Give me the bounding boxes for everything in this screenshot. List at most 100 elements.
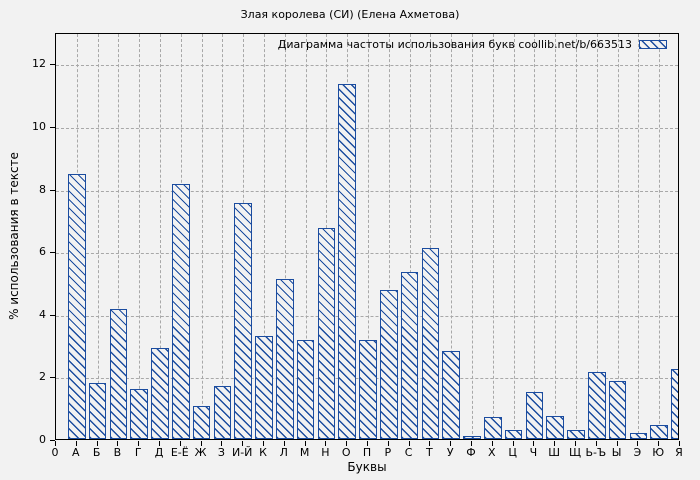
x-tick-mark	[325, 441, 327, 446]
v-gridline	[659, 34, 661, 439]
x-tick-label-Ю: Ю	[652, 446, 665, 459]
h-gridline-6	[56, 253, 678, 255]
legend-swatch	[639, 40, 667, 49]
x-tick-label-Ш: Ш	[548, 446, 561, 459]
x-tick-label-Д: Д	[154, 446, 164, 459]
x-axis-label: Буквы	[347, 460, 387, 474]
x-tick-mark	[221, 441, 223, 446]
x-tick-label-А: А	[72, 446, 80, 459]
x-tick-label-О: О	[341, 446, 351, 459]
bar-Ш	[546, 415, 564, 439]
x-tick-label-Я: Я	[675, 446, 683, 459]
bar-Т	[421, 248, 440, 439]
bar-Ь-Ъ	[588, 371, 606, 439]
x-tick-mark	[450, 441, 452, 446]
v-gridline	[596, 34, 598, 439]
bar-Ж	[192, 406, 211, 439]
x-tick-mark	[658, 441, 660, 446]
x-tick-label-Р: Р	[384, 446, 392, 459]
v-gridline	[201, 34, 203, 439]
v-gridline	[638, 34, 640, 439]
bar-С	[400, 271, 419, 439]
x-tick-label-Е-Ё: Е-Ё	[170, 446, 189, 459]
v-gridline	[617, 34, 619, 439]
x-tick-label-Ж: Ж	[194, 446, 207, 459]
h-gridline-12	[56, 65, 678, 67]
x-tick-mark	[616, 441, 618, 446]
x-tick-mark	[512, 441, 514, 446]
x-tick-label-И-Й: И-Й	[231, 446, 253, 459]
y-tick-label-10: 10	[32, 119, 46, 133]
v-gridline	[513, 34, 515, 439]
bar-Ы	[608, 381, 627, 439]
x-tick-label-З: З	[217, 446, 225, 459]
x-tick-mark	[408, 441, 410, 446]
y-tick-mark	[50, 252, 55, 254]
x-tick-label-0: 0	[51, 446, 59, 459]
y-tick-label-0: 0	[39, 433, 46, 446]
x-tick-label-П: П	[362, 446, 372, 459]
x-tick-mark	[263, 441, 264, 446]
x-tick-mark	[533, 441, 535, 446]
bar-Г	[130, 388, 148, 439]
y-tick-mark	[50, 64, 55, 66]
bar-Е-Ё	[172, 183, 190, 439]
x-tick-label-У: У	[446, 446, 454, 459]
x-tick-mark	[471, 441, 472, 446]
chart-title: Злая королева (СИ) (Елена Ахметова)	[240, 8, 460, 21]
v-gridline	[284, 34, 286, 439]
x-tick-mark	[575, 441, 576, 446]
y-tick-label-12: 12	[32, 57, 46, 71]
bar-О	[338, 83, 356, 439]
y-tick-label-2: 2	[39, 370, 46, 384]
x-tick-mark	[179, 441, 181, 446]
x-tick-label-Б: Б	[92, 446, 101, 459]
v-gridline	[430, 34, 432, 439]
v-gridline	[451, 34, 453, 439]
x-tick-label-В: В	[113, 446, 122, 459]
bar-К	[255, 335, 273, 439]
x-tick-mark	[679, 441, 680, 446]
x-tick-label-Э: Э	[633, 446, 642, 459]
h-gridline-4	[56, 315, 678, 317]
bar-Д	[151, 348, 169, 439]
bar-У	[442, 351, 460, 439]
x-tick-label-Н: Н	[321, 446, 330, 459]
x-tick-mark	[283, 441, 285, 446]
x-tick-label-Ц: Ц	[508, 446, 517, 459]
x-tick-mark	[200, 441, 202, 446]
bar-И-Й	[234, 202, 252, 439]
h-gridline-8	[56, 190, 678, 192]
x-tick-mark	[242, 441, 244, 446]
v-gridline	[472, 34, 473, 439]
bar-В	[109, 309, 128, 439]
x-tick-label-М: М	[299, 446, 310, 459]
bar-Р	[380, 290, 398, 439]
x-tick-label-Г: Г	[134, 446, 142, 459]
x-tick-mark	[595, 441, 597, 446]
v-gridline	[534, 34, 536, 439]
v-gridline	[160, 34, 161, 439]
y-tick-label-4: 4	[39, 307, 46, 321]
v-gridline	[576, 34, 577, 439]
x-tick-mark	[55, 441, 56, 446]
x-tick-mark	[637, 441, 639, 446]
y-tick-mark	[50, 314, 55, 316]
x-tick-mark	[75, 441, 77, 446]
bar-Ю	[650, 424, 668, 439]
y-tick-label-8: 8	[39, 182, 46, 196]
x-tick-label-Т: Т	[426, 446, 433, 459]
x-tick-mark	[117, 441, 119, 446]
v-gridline	[368, 34, 369, 439]
x-tick-mark	[491, 441, 493, 446]
x-tick-mark	[159, 441, 160, 446]
bar-Б	[88, 382, 107, 439]
v-gridline	[139, 34, 141, 439]
x-tick-label-Х: Х	[488, 446, 496, 459]
x-tick-label-С: С	[404, 446, 413, 459]
v-gridline	[305, 34, 307, 439]
bar-З	[213, 385, 232, 439]
x-tick-label-Щ: Щ	[568, 446, 582, 459]
y-tick-label-6: 6	[39, 245, 46, 259]
